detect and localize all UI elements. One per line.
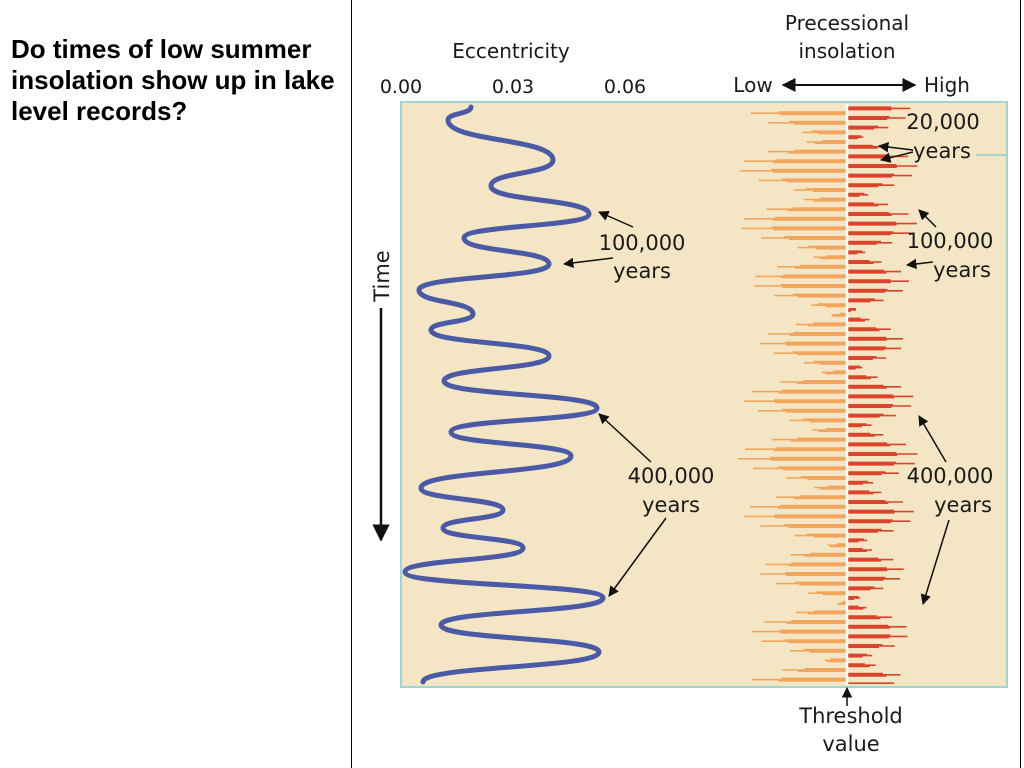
low-label: Low: [733, 73, 772, 97]
ecc-tick-2: 0.06: [604, 76, 646, 98]
question-text: Do times of low summer insolation show u…: [11, 34, 335, 126]
eccentricity-title: Eccentricity: [452, 39, 570, 63]
ecc-400k-label-line1: 400,000: [628, 464, 715, 488]
prec-20k-label-line1: 20,000: [906, 110, 979, 134]
precession-above-threshold: [847, 106, 918, 685]
eccentricity-curve: [402, 104, 606, 685]
ecc-100k-label-line1: 100,000: [599, 231, 686, 255]
ecc-100k-arrow-bottom: [562, 257, 614, 269]
ecc-100k-arrow-top: [598, 211, 634, 228]
ecc-100k-label-line2: years: [613, 259, 671, 283]
prec-20k-arrow-bottom: [879, 151, 914, 163]
ecc-400k-arrow-top: [598, 413, 652, 463]
prec-100k-label-line2: years: [933, 258, 991, 282]
prec-400k-label-line1: 400,000: [907, 464, 994, 488]
time-label: Time: [370, 250, 394, 302]
prec-400k-label-line2: years: [934, 493, 992, 517]
figure-frame: Eccentricity 0.00 0.03 0.06 Precessional…: [351, 0, 1021, 768]
ecc-tick-0: 0.00: [380, 76, 422, 98]
ecc-400k-arrow-bottom: [608, 517, 667, 597]
prec-400k-arrow-bottom: [920, 519, 950, 606]
ecc-400k-label-line2: years: [642, 493, 700, 517]
prec-20k-label-line2: years: [913, 139, 971, 163]
prec-100k-arrow-bottom: [905, 258, 934, 270]
threshold-label-line1: Threshold: [798, 704, 903, 728]
high-label: High: [924, 73, 970, 97]
prec-20k-arrow-top: [877, 141, 914, 153]
prec-400k-arrow-top: [918, 415, 947, 463]
threshold-label-line2: value: [822, 732, 879, 756]
figure-panel-border: [400, 101, 1008, 688]
ecc-tick-1: 0.03: [492, 76, 534, 98]
orbital-figure: Eccentricity 0.00 0.03 0.06 Precessional…: [370, 11, 1008, 756]
precession-title-line1: Precessional: [785, 11, 909, 35]
precession-title-line2: insolation: [798, 39, 895, 63]
precession-below-threshold: [738, 111, 847, 682]
prec-100k-label-line1: 100,000: [907, 229, 994, 253]
prec-100k-arrow-top: [918, 209, 937, 228]
